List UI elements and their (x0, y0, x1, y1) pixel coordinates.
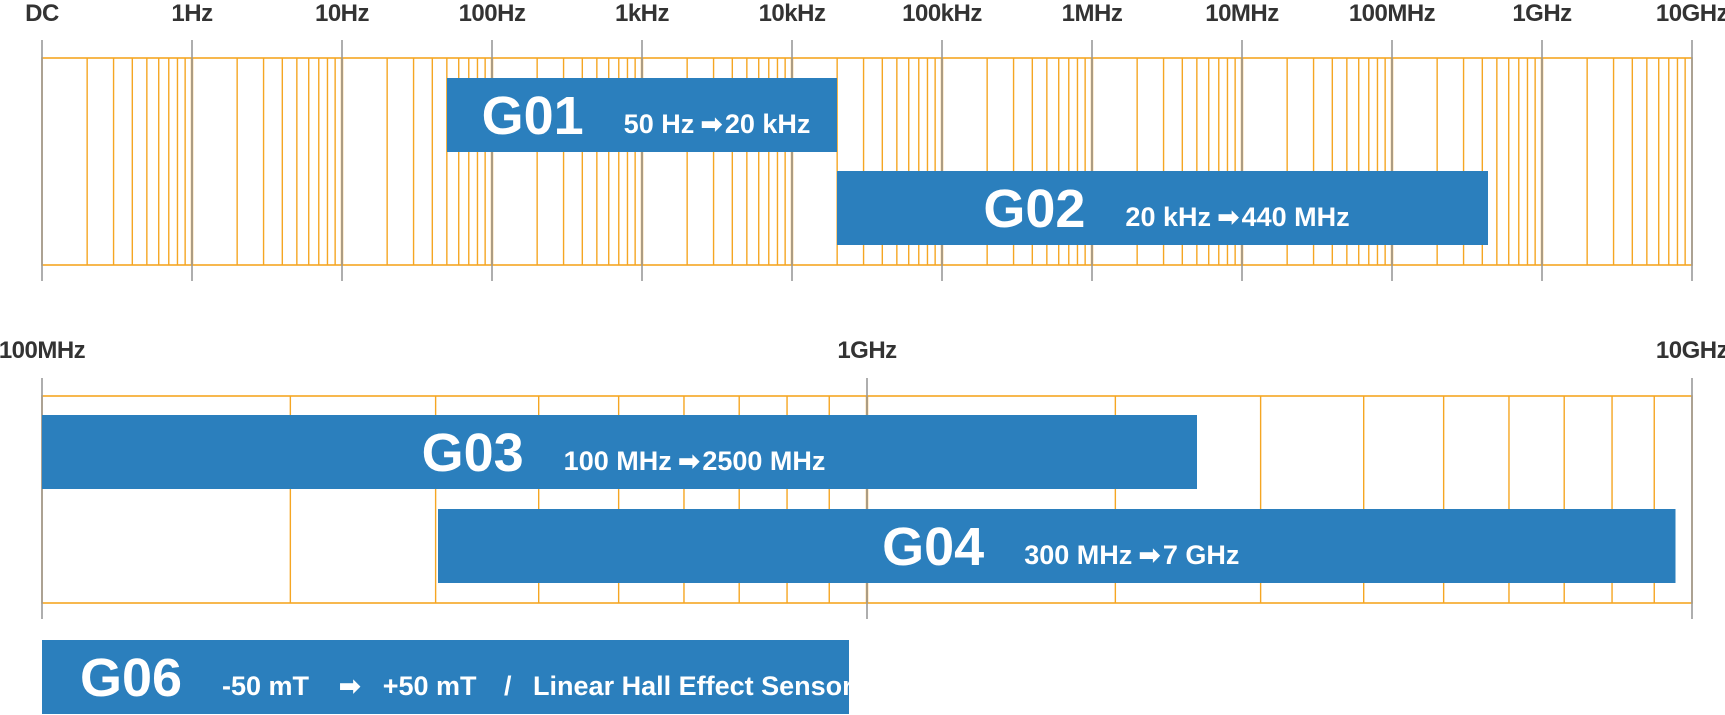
sensor-band-separator: / (504, 671, 512, 701)
band-range-from: 300 MHz (1024, 540, 1132, 570)
top-tick-label: 1kHz (615, 0, 670, 27)
top-tick-label: 10Hz (315, 0, 370, 27)
band-g04: G04 300 MHz ➡7 GHz (438, 509, 1676, 583)
sensor-band-range-to: +50 mT (383, 671, 477, 701)
band-range: 50 Hz ➡20 kHz (624, 109, 811, 139)
band-bar (438, 509, 1676, 583)
top-scale: DC 1Hz 10Hz 100Hz 1kHz 10kHz 100kHz 1MHz 10MHz 10… (25, 0, 1725, 281)
band-code: G01 (482, 86, 584, 146)
band-bar (447, 78, 837, 152)
sensor-band-bar (42, 640, 849, 714)
top-tick-label: 100kHz (902, 0, 982, 27)
top-tick-label: 10MHz (1205, 0, 1279, 27)
band-g01: G01 50 Hz ➡20 kHz (447, 78, 837, 152)
band-range: 100 MHz ➡2500 MHz (564, 446, 826, 476)
band-g03: G03 100 MHz ➡2500 MHz (42, 415, 1197, 489)
top-tick-label: DC (25, 0, 59, 27)
band-arrow: ➡ (678, 446, 701, 476)
band-range-from: 50 Hz (624, 109, 695, 139)
band-range: 300 MHz ➡7 GHz (1024, 540, 1239, 570)
band-arrow: ➡ (700, 109, 723, 139)
band-code: G02 (983, 179, 1085, 239)
bottom-tick-label: 100MHz (0, 337, 86, 364)
band-range-from: 100 MHz (564, 446, 672, 476)
top-tick-label: 100MHz (1349, 0, 1436, 27)
top-tick-label: 10GHz (1656, 0, 1725, 27)
band-range-to: 440 MHz (1242, 202, 1350, 232)
band-range-to: 2500 MHz (702, 446, 825, 476)
sensor-band-range: -50 mT ➡ +50 mT / Linear Hall Effect Sen… (222, 671, 853, 701)
sensor-band-range-from: -50 mT (222, 671, 310, 701)
band-range-to: 20 kHz (725, 109, 811, 139)
top-tick-label: 1GHz (1512, 0, 1572, 27)
sensor-band: G06 -50 mT ➡ +50 mT / Linear Hall Effect… (42, 640, 853, 714)
band-range-to: 7 GHz (1163, 540, 1240, 570)
top-scale-tick-labels: DC 1Hz 10Hz 100Hz 1kHz 10kHz 100kHz 1MHz 10MHz 10… (25, 0, 1725, 27)
bottom-tick-label: 10GHz (1656, 337, 1725, 364)
sensor-band-code: G06 (80, 648, 182, 708)
sensor-band-description: Linear Hall Effect Sensor (533, 671, 853, 701)
bottom-scale-tick-labels: 100MHz 1GHz 10GHz (0, 337, 1725, 364)
bottom-tick-label: 1GHz (837, 337, 897, 364)
band-arrow: ➡ (1138, 540, 1161, 570)
top-tick-label: 1Hz (171, 0, 213, 27)
band-range-from: 20 kHz (1125, 202, 1211, 232)
band-bar (837, 171, 1488, 245)
sensor-band-arrow: ➡ (339, 671, 362, 701)
band-bar (42, 415, 1197, 489)
band-code: G04 (882, 517, 984, 577)
band-range: 20 kHz ➡440 MHz (1125, 202, 1349, 232)
top-tick-label: 1MHz (1062, 0, 1123, 27)
top-tick-label: 10kHz (759, 0, 826, 27)
band-g02: G02 20 kHz ➡440 MHz (837, 171, 1488, 245)
band-code: G03 (422, 423, 524, 483)
top-tick-label: 100Hz (459, 0, 526, 27)
band-arrow: ➡ (1217, 202, 1240, 232)
